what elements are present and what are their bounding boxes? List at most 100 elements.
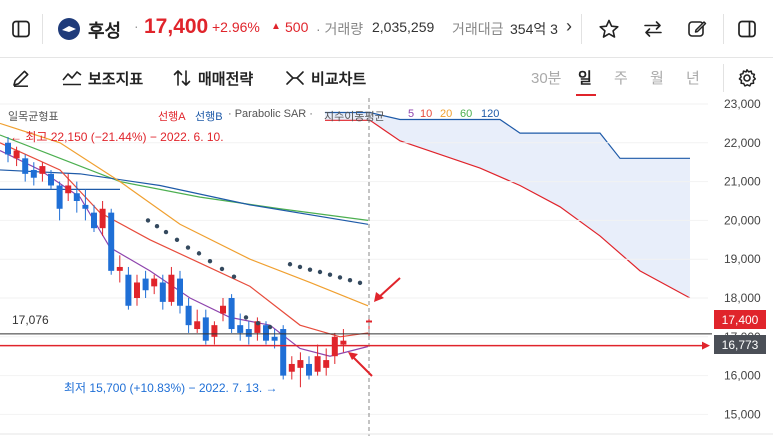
favorite-button[interactable] <box>594 14 624 44</box>
legend-ma-120: 120 <box>481 108 500 120</box>
candle-body <box>306 363 312 376</box>
current-price: 17,400 <box>144 15 209 38</box>
pointer-arrow-lower <box>351 355 373 377</box>
candle-body <box>288 363 295 372</box>
price-axis-label: 22,000 <box>724 136 761 150</box>
side-panel-button[interactable] <box>732 14 762 44</box>
separator-dot: · <box>134 18 139 34</box>
legend-ma-60: 60 <box>460 108 473 120</box>
compare-chart-button[interactable]: 비교차트 <box>285 66 366 90</box>
panel-right-icon <box>738 20 756 38</box>
gear-icon <box>738 69 757 87</box>
price-axis-label: 21,000 <box>724 175 761 189</box>
candle-body <box>168 274 175 302</box>
candle-body <box>13 150 20 159</box>
candle-body <box>323 360 330 368</box>
sar-dot <box>267 324 273 330</box>
candle-body <box>99 208 106 229</box>
change-amount: 500 <box>285 19 309 35</box>
swap-arrows-icon <box>644 21 662 37</box>
chart-settings-button[interactable] <box>732 63 762 93</box>
moving-average-line <box>0 142 369 338</box>
trade-strategy-button[interactable]: 매매전략 <box>172 66 253 90</box>
stock-name: 후성 <box>88 21 122 41</box>
current-price-badge: 17,400 <box>714 310 766 329</box>
price-axis-label: 18,000 <box>724 291 761 305</box>
sar-dot <box>174 237 180 242</box>
stock-header: 후성 · 17,400 +2.96% ▲ 500 · 거래량 2,035,259… <box>0 0 773 58</box>
draw-button[interactable] <box>6 63 36 93</box>
sidebar-toggle-button[interactable] <box>6 14 36 44</box>
sar-dot <box>145 218 151 223</box>
moving-average-line <box>0 134 369 221</box>
candle-body <box>366 320 372 323</box>
sar-dot <box>255 321 261 326</box>
price-chart[interactable]: 23,000 22,000 21,000 20,000 19,000 18,000 17,0… <box>0 98 773 436</box>
edit-button[interactable] <box>682 14 712 44</box>
candle-body <box>142 278 149 291</box>
divider <box>723 14 724 44</box>
sar-dot <box>317 269 323 275</box>
candle-body <box>245 329 252 337</box>
candle-body <box>228 298 235 330</box>
period-tab-30min[interactable]: 30분 <box>531 70 562 87</box>
span-a-line <box>325 119 691 299</box>
sar-dot <box>327 272 333 277</box>
candle-body <box>22 158 29 174</box>
candle-body <box>39 166 46 174</box>
sar-dot <box>231 274 237 279</box>
candle-body <box>48 173 54 186</box>
sar-dot <box>347 277 353 283</box>
price-axis-label: 23,000 <box>724 98 761 111</box>
period-tab-day[interactable]: 일 <box>578 70 592 87</box>
sar-dot <box>337 275 343 280</box>
stock-logo <box>58 18 80 40</box>
sar-dot <box>219 266 225 272</box>
left-price-value: 17,076 <box>12 313 49 327</box>
candle-body <box>56 185 63 209</box>
swap-button[interactable] <box>638 14 668 44</box>
ichimoku-cloud <box>325 112 690 298</box>
panel-left-icon <box>12 20 30 38</box>
trade-value-label: 거래대금 <box>452 21 504 37</box>
price-axis-label: 15,000 <box>724 407 761 421</box>
crosshair-price-badge: 16,773 <box>714 335 766 354</box>
compare-cross-icon <box>286 71 304 85</box>
candle-body <box>5 142 11 155</box>
chart-canvas[interactable]: 23,000 22,000 21,000 20,000 19,000 18,000 17,0… <box>0 98 773 436</box>
pointer-arrow-head <box>348 352 358 360</box>
sar-dot <box>297 264 303 270</box>
candle-body <box>254 321 261 333</box>
change-percent: +2.96% <box>212 19 260 35</box>
period-tab-week[interactable]: 주 <box>614 70 628 87</box>
pointer-arrow-upper <box>377 277 401 299</box>
compare-label: 비교차트 <box>311 70 367 88</box>
candle-body <box>116 266 123 271</box>
edit-icon <box>688 21 707 37</box>
candle-body <box>151 278 158 287</box>
moving-average-line <box>0 169 369 225</box>
price-axis-label: 19,000 <box>724 252 761 266</box>
header-more-chevron[interactable]: › <box>566 16 572 36</box>
legend-span-b: 선행B <box>195 111 223 123</box>
sar-dot <box>287 262 293 267</box>
candle-body <box>263 325 269 341</box>
indicator-button[interactable]: 보조지표 <box>62 66 143 90</box>
legend-psar: · Parabolic SAR · <box>228 108 313 120</box>
period-tab-year[interactable]: 년 <box>686 70 700 87</box>
low-annotation: 최저 15,700 (+10.83%) − 2022. 7. 13. → <box>64 381 278 395</box>
active-period-indicator <box>576 94 596 96</box>
trade-value: 354억 3 <box>510 21 558 37</box>
candle-body <box>125 274 132 306</box>
candle-body <box>108 212 115 271</box>
legend-span-a: 선행A <box>158 111 186 123</box>
high-annotation: ← 최고 22,150 (−21.44%) − 2022. 6. 10. <box>10 130 224 144</box>
span-b-line <box>325 111 690 159</box>
indicator-chart-icon <box>62 71 82 86</box>
legend-ma-5: 5 <box>408 108 415 120</box>
candle-body <box>237 325 244 333</box>
moving-average-line <box>0 122 369 307</box>
volume-label: · 거래량 <box>316 21 364 37</box>
candle-body <box>177 278 183 306</box>
period-tab-month[interactable]: 월 <box>650 70 664 87</box>
